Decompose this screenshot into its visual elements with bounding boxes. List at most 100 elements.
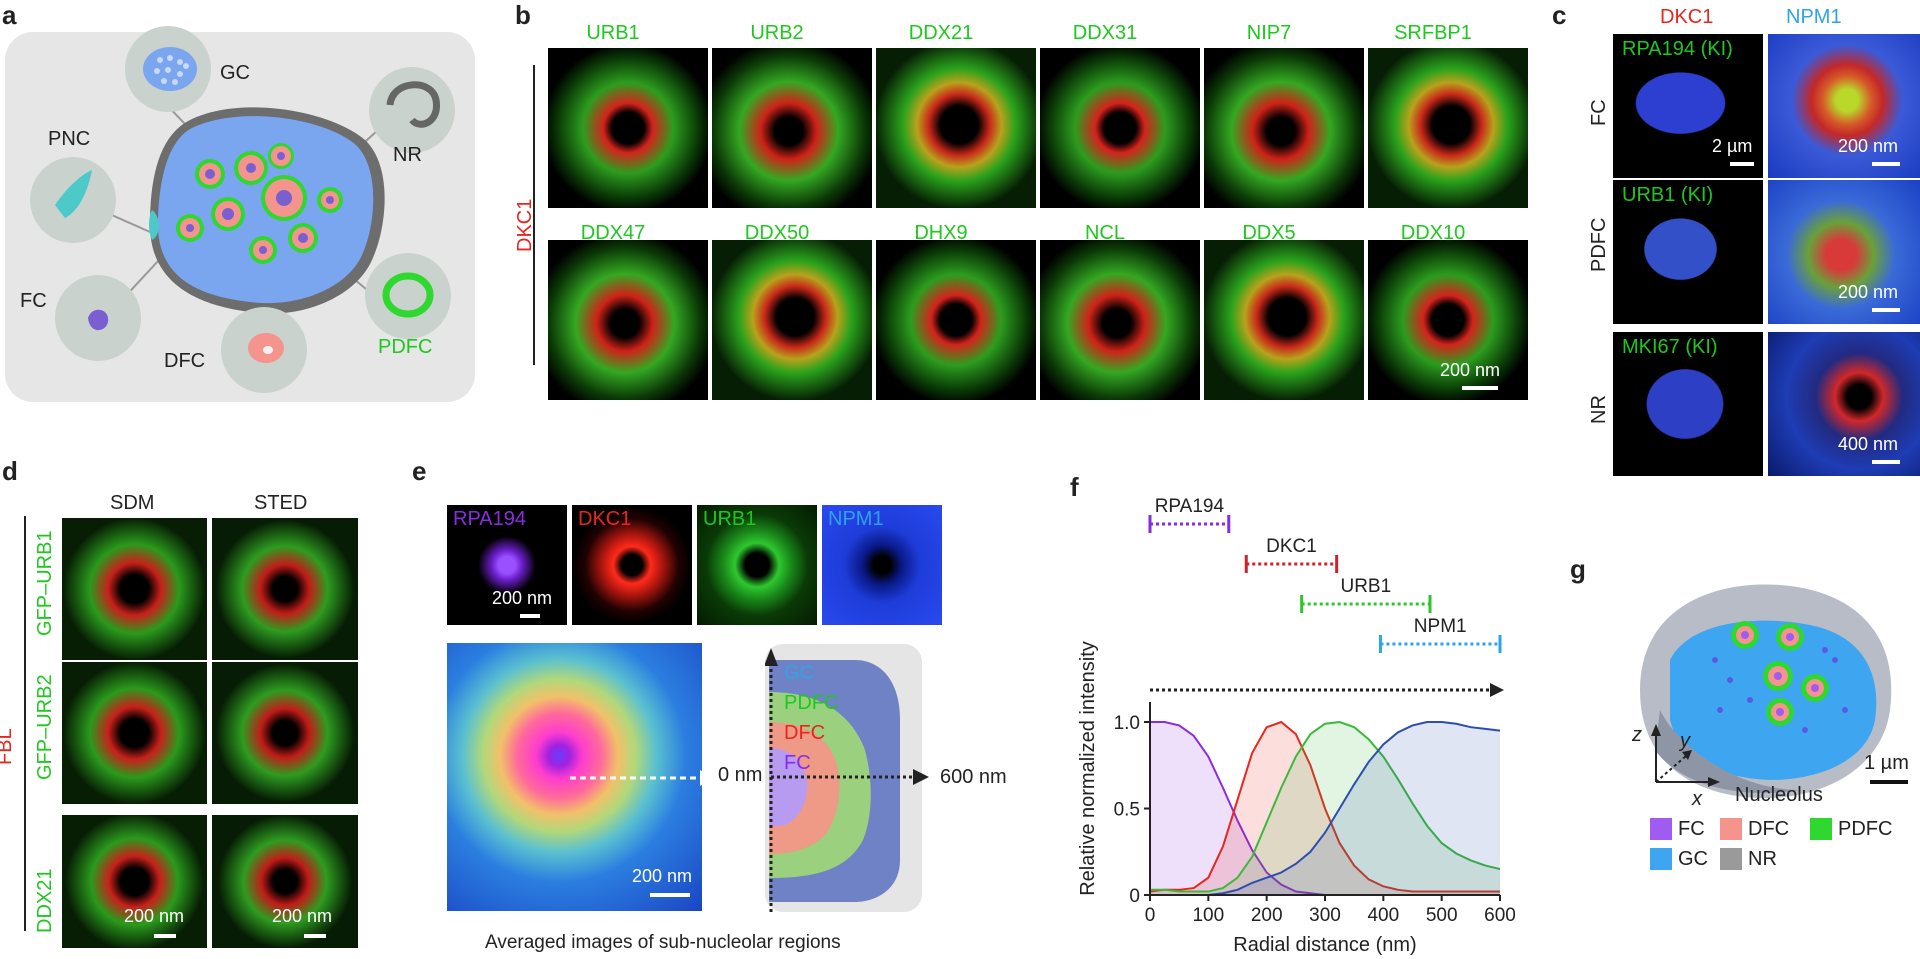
panel-e-top-scale-label: 200 nm	[492, 588, 553, 608]
micrograph-tile	[1368, 48, 1528, 208]
panel-e-label: e	[412, 456, 427, 486]
x-axis-label: Radial distance (nm)	[1233, 934, 1416, 956]
row-label: PDFC	[1588, 217, 1610, 272]
range-label-URB1: URB1	[1340, 576, 1391, 597]
range-label-DKC1: DKC1	[1266, 536, 1317, 557]
label-pnc: PNC	[48, 128, 91, 150]
overview-tile	[1613, 180, 1763, 324]
panel-d-header-right: STED	[254, 492, 308, 514]
panel-d-side-label: FBL	[0, 728, 16, 765]
marker-label: RPA194 (KI)	[1622, 38, 1733, 60]
label-fc: FC	[20, 290, 47, 312]
range-label-NPM1: NPM1	[1414, 616, 1467, 637]
area-RPA194	[1150, 722, 1500, 895]
x-tick-label: 100	[1192, 905, 1224, 926]
panel-e-top-scalebar	[520, 614, 540, 618]
label-pdfc: PDFC	[378, 336, 433, 358]
zoom-tile	[1768, 180, 1920, 324]
panel-a-label: a	[2, 0, 17, 30]
panel-b-label: b	[515, 0, 531, 30]
protein-label: URB2	[750, 22, 804, 44]
protein-label: NCL	[1084, 222, 1125, 244]
label-dfc: DFC	[164, 350, 206, 372]
zoom-scalebar	[1872, 460, 1900, 464]
y-tick-label: 1.0	[1114, 713, 1140, 734]
legend-label: NR	[1748, 848, 1777, 870]
area-URB1	[1150, 722, 1500, 895]
x-tick-label: 400	[1367, 905, 1399, 926]
panel-e-bottom-scalebar	[650, 893, 690, 897]
protein-label: DDX50	[744, 222, 810, 244]
sted-tile	[212, 815, 358, 948]
micrograph-tile	[548, 240, 708, 400]
y-tick-label: 0	[1129, 886, 1140, 907]
x-tick-label: 200	[1251, 905, 1283, 926]
zoom-tile	[1768, 34, 1920, 178]
sted-scale-label: 200 nm	[272, 906, 333, 926]
micrograph-tile	[1040, 240, 1200, 400]
protein-label: DDX31	[1072, 22, 1138, 44]
region-pdfc: PDFC	[784, 692, 839, 714]
legend-swatch	[1720, 818, 1742, 840]
legend-swatch	[1810, 818, 1832, 840]
axis-y: y	[1680, 730, 1690, 752]
panel-c-header-left: DKC1	[1660, 6, 1714, 28]
zoom-scalebar	[1872, 162, 1900, 166]
overview-tile	[1613, 332, 1763, 476]
panel-e-radial-arrow	[570, 770, 714, 786]
protein-label: DDX21	[908, 22, 974, 44]
protein-label: NIP7	[1246, 22, 1292, 44]
zoom-scale-label: 200 nm	[1838, 136, 1899, 156]
legend-label: DFC	[1748, 818, 1790, 840]
x-tick-label: 0	[1145, 905, 1156, 926]
channel-label: RPA194	[453, 508, 527, 530]
protein-label: DHX9	[914, 222, 968, 244]
panel-c-label: c	[1552, 0, 1567, 30]
legend-swatch	[1650, 818, 1672, 840]
axis-z: z	[1632, 724, 1642, 746]
region-fc: FC	[784, 752, 811, 774]
sdm-scalebar	[154, 934, 176, 938]
panel-e-bottom-scale-label: 200 nm	[632, 866, 693, 886]
panel-b-scale-label: 200 nm	[1440, 360, 1501, 380]
micrograph-tile	[712, 240, 872, 400]
legend-label: GC	[1678, 848, 1708, 870]
panel-g-axes	[1651, 724, 1720, 787]
panel-b-bracket	[533, 65, 535, 365]
region-dfc: DFC	[784, 722, 826, 744]
area-NPM1	[1150, 722, 1500, 895]
protein-label: DDX47	[580, 222, 646, 244]
sted-tile	[212, 518, 358, 660]
micrograph-tile	[712, 48, 872, 208]
zoom-tile	[1768, 332, 1920, 476]
panel-b-scalebar	[1462, 386, 1498, 390]
zoom-nr	[369, 67, 455, 153]
overview-scalebar	[1730, 162, 1754, 166]
row-label: FC	[1588, 99, 1610, 126]
label-gc: GC	[220, 62, 250, 84]
panel-e-caption: Averaged images of sub-nucleolar regions	[485, 932, 841, 953]
channel-tile	[697, 505, 817, 625]
micrograph-tile	[876, 240, 1036, 400]
panel-a	[0, 0, 490, 410]
x-tick-label: 600	[1484, 905, 1516, 926]
panel-e-start-label: 0 nm	[718, 764, 763, 786]
micrograph-tile	[1040, 48, 1200, 208]
panel-e-end-label: 600 nm	[940, 766, 1007, 788]
marker-label: URB1 (KI)	[1622, 184, 1714, 206]
line-DKC1	[1149, 720, 1500, 893]
g-fibrillar-units	[1731, 621, 1829, 726]
protein-label: DDX10	[1400, 222, 1466, 244]
y-axis-label: Relative normalized intensity	[1077, 641, 1099, 896]
x-tick-label: 500	[1426, 905, 1458, 926]
legend-swatch	[1720, 848, 1742, 870]
legend-label: FC	[1678, 818, 1705, 840]
overview-scale-label: 2 µm	[1712, 136, 1753, 156]
panel-g-scalebar	[1870, 780, 1908, 784]
micrograph-tile	[1368, 240, 1528, 400]
nucleolus-schematic	[5, 26, 475, 402]
x-tick-label: 300	[1309, 905, 1341, 926]
protein-label: URB1	[586, 22, 640, 44]
sted-scalebar	[304, 934, 326, 938]
sdm-tile	[62, 518, 207, 660]
